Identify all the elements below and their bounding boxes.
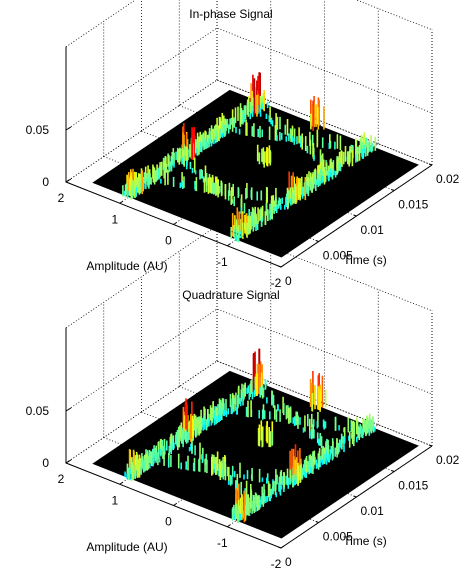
grid-line xyxy=(65,79,433,183)
grid-line xyxy=(65,360,433,464)
x-tick xyxy=(173,222,177,225)
x-tick-label: -1 xyxy=(217,536,228,550)
y-axis-label: Time (s) xyxy=(343,253,387,267)
y-tick xyxy=(391,189,395,191)
z-tick xyxy=(65,126,72,131)
x-axis-label: Amplitude (AU) xyxy=(86,259,167,273)
x-tick-label: 1 xyxy=(111,212,118,226)
x-tick xyxy=(226,524,231,528)
x-tick-label: 2 xyxy=(58,472,65,486)
y-tick-label: 0.02 xyxy=(436,172,460,186)
y-tick xyxy=(353,214,357,217)
box-top-edge xyxy=(65,0,433,48)
y-tick-label: 0.01 xyxy=(361,223,385,237)
quadrature-plot: Quadrature Signal 210-1-2 00.0050.010.015… xyxy=(26,225,460,570)
surface-floor xyxy=(92,89,419,258)
y-tick xyxy=(277,546,282,549)
grid-line xyxy=(65,308,433,412)
chart-title: Quadrature Signal xyxy=(182,288,279,302)
y-tick xyxy=(277,265,282,268)
x-axis-label: Amplitude (AU) xyxy=(86,540,167,554)
y-tick xyxy=(315,240,319,242)
in-phase-plot: In-phase Signal 210-1-2 00.0050.010.0150.… xyxy=(26,0,460,290)
y-axis-label: Time (s) xyxy=(343,534,387,548)
x-tick xyxy=(119,481,124,485)
x-tick-label: 2 xyxy=(58,191,65,205)
z-tick-label: 0.05 xyxy=(26,404,50,418)
y-tick-label: 0.015 xyxy=(398,198,428,212)
y-tick xyxy=(315,521,319,523)
x-tick xyxy=(280,264,285,268)
y-tick-label: 0.01 xyxy=(361,504,385,518)
surface-floor xyxy=(92,370,419,539)
y-tick-label: 0.005 xyxy=(323,249,353,263)
y-tick xyxy=(428,444,433,447)
chart-title: In-phase Signal xyxy=(189,7,272,21)
y-tick xyxy=(353,495,357,498)
y-tick-label: 0.02 xyxy=(436,453,460,467)
x-tick xyxy=(173,503,177,506)
z-tick xyxy=(65,178,72,183)
grid-line xyxy=(216,360,433,447)
z-tick xyxy=(65,407,72,412)
z-tick-label: 0 xyxy=(42,456,49,470)
z-tick-label: 0.05 xyxy=(26,123,50,137)
x-tick-label: -1 xyxy=(217,255,228,269)
z-tick-label: 0 xyxy=(42,175,49,189)
y-tick-label: 0.005 xyxy=(323,530,353,544)
x-tick-label: -2 xyxy=(271,557,282,570)
y-tick-label: 0 xyxy=(285,274,292,288)
x-tick xyxy=(226,243,231,247)
x-tick xyxy=(280,545,285,549)
y-tick-label: 0.015 xyxy=(398,479,428,493)
y-tick xyxy=(391,470,395,472)
x-tick-label: 0 xyxy=(165,515,172,529)
x-tick-label: 1 xyxy=(111,493,118,507)
x-tick-label: 0 xyxy=(165,234,172,248)
x-tick xyxy=(119,200,124,204)
box-top-edge xyxy=(65,225,433,329)
grid-line xyxy=(216,79,433,166)
z-tick xyxy=(65,459,72,464)
x-tick-label: -2 xyxy=(271,276,282,290)
y-tick-label: 0 xyxy=(285,555,292,569)
y-tick xyxy=(428,163,433,166)
grid-line xyxy=(65,27,433,131)
